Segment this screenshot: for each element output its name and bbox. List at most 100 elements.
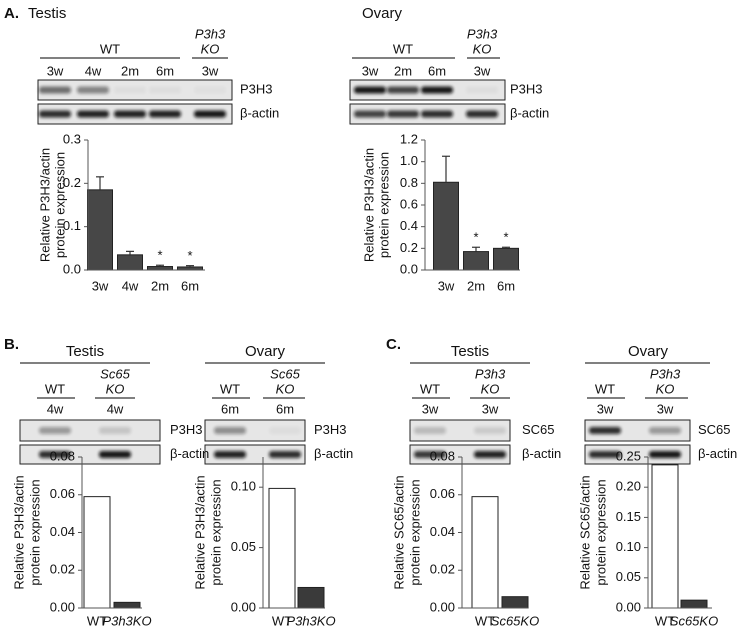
group-label: Sc65: [270, 366, 300, 381]
blot-strip: [349, 103, 506, 125]
blot-title: Testis: [66, 343, 104, 360]
lane-label: 3w: [202, 63, 219, 78]
group-label: WT: [100, 41, 120, 56]
bar: [113, 601, 141, 609]
group-label: Sc65: [100, 366, 130, 381]
y-tick-label: 0.04: [430, 524, 455, 539]
blot-strip: [204, 419, 306, 442]
blot-band: [466, 86, 498, 94]
error-bar: [442, 155, 450, 183]
y-tick-label: 0.3: [63, 131, 81, 146]
blot-row-label: β-actin: [510, 105, 549, 120]
bar: [147, 266, 173, 271]
group-label: P3h3: [650, 366, 681, 381]
y-tick-label: 0.6: [400, 196, 418, 211]
lane-label: 2m: [121, 63, 139, 78]
blot-band: [39, 451, 71, 458]
y-axis-label: Relative SC65/actin: [577, 475, 592, 589]
blot-band: [149, 110, 181, 118]
blot-band: [387, 110, 419, 118]
bar: [268, 487, 296, 609]
y-tick-label: 0.20: [616, 479, 641, 494]
blot-band: [214, 451, 246, 458]
blot-row-label: SC65: [698, 422, 731, 437]
blot-band: [39, 427, 71, 434]
lane-label: 6m: [156, 63, 174, 78]
blot-title: Testis: [451, 343, 489, 360]
lane-label: 3w: [362, 63, 379, 78]
blot-row-label: P3H3: [314, 422, 347, 437]
blot-band: [354, 110, 386, 118]
y-tick-label: 0.08: [50, 448, 75, 463]
group-label: WT: [420, 381, 440, 396]
y-tick-label: 0.05: [616, 569, 641, 584]
y-tick-label: 0.02: [430, 562, 455, 577]
x-tick-label: WT: [87, 613, 107, 628]
blot-background: [585, 445, 690, 464]
y-axis-label: protein expression: [27, 479, 42, 585]
lane-label: 3w: [47, 63, 64, 78]
group-label: WT: [45, 381, 65, 396]
bar: [117, 254, 143, 271]
significance-mark: *: [503, 230, 508, 245]
y-tick-label: 1.0: [400, 153, 418, 168]
bar: [433, 181, 459, 271]
y-tick-label: 0.04: [50, 524, 75, 539]
blot-row-label: P3H3: [170, 422, 203, 437]
x-tick-label: WT: [475, 613, 495, 628]
y-tick-label: 0.08: [430, 448, 455, 463]
group-label: P3h3: [467, 26, 498, 41]
group-label: WT: [220, 381, 240, 396]
blot-band: [414, 427, 446, 434]
y-axis-label: protein expression: [208, 479, 223, 585]
bar: [680, 599, 708, 609]
lane-label: 6m: [428, 63, 446, 78]
blot-background: [205, 445, 305, 464]
blot-band: [354, 86, 386, 94]
x-tick-label: 3w: [438, 278, 455, 293]
blot-band: [214, 427, 246, 434]
group-label: KO: [473, 41, 492, 56]
lane-label: 6m: [221, 401, 239, 416]
y-tick-label: 0.00: [231, 599, 256, 614]
y-axis-label: Relative P3H3/actin: [37, 148, 52, 262]
y-tick-label: 0.1: [63, 218, 81, 233]
y-tick-label: 0.00: [616, 599, 641, 614]
group-label: WT: [393, 41, 413, 56]
blot-row-label: SC65: [522, 422, 555, 437]
y-axis-label: Relative P3H3/actin: [361, 148, 376, 262]
y-tick-label: 0.02: [50, 562, 75, 577]
blot-band: [649, 451, 681, 458]
x-tick-label: Sc65KO: [670, 613, 718, 628]
blot-strip: [409, 444, 511, 465]
x-tick-label: WT: [272, 613, 292, 628]
x-tick-label: P3h3KO: [286, 613, 335, 628]
group-label: KO: [276, 381, 295, 396]
bar: [87, 189, 113, 271]
blot-band: [77, 86, 109, 94]
lane-label: 3w: [597, 401, 614, 416]
bar: [83, 496, 111, 609]
blot-band: [194, 87, 226, 94]
lane-label: 4w: [107, 401, 124, 416]
blot-row-label: β-actin: [698, 446, 737, 461]
error-bar: [186, 265, 194, 267]
y-tick-label: 0.8: [400, 175, 418, 190]
blot-band: [649, 427, 681, 434]
blot-strip: [37, 79, 233, 101]
blot-band: [589, 427, 621, 434]
x-tick-label: 2m: [467, 278, 485, 293]
lane-label: 3w: [474, 63, 491, 78]
blot-band: [387, 86, 419, 94]
bar: [651, 464, 679, 609]
blot-strip: [37, 103, 233, 125]
bar: [463, 251, 489, 271]
y-tick-label: 0.4: [400, 218, 418, 233]
blot-row-label: β-actin: [240, 105, 279, 120]
panel-label: B.: [4, 336, 19, 353]
group-label: P3h3: [475, 366, 506, 381]
x-tick-label: 4w: [122, 278, 139, 293]
blot-title: Testis: [28, 5, 66, 22]
x-tick-label: P3h3KO: [102, 613, 151, 628]
